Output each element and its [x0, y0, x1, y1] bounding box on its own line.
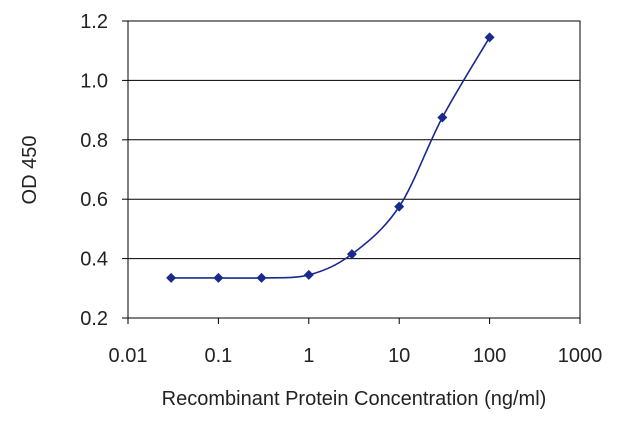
grid-lines: [128, 79, 580, 260]
plot-area: [127, 20, 581, 319]
data-point: [484, 32, 495, 43]
y-axis-label: OD 450: [19, 136, 41, 205]
y-tick-label: 0.6: [80, 189, 108, 211]
x-tick-label: 100: [473, 345, 506, 367]
x-tick-label: 10: [388, 345, 410, 367]
data-series: [166, 32, 495, 283]
data-point: [394, 201, 405, 212]
x-tick-label: 1: [303, 345, 314, 367]
data-point: [437, 112, 448, 123]
x-axis-ticks: 0.01 0.1 1 10 100 1000: [109, 318, 603, 367]
x-tick-label: 1000: [558, 345, 603, 367]
x-tick-label: 0.01: [109, 345, 148, 367]
y-tick-label: 1.2: [80, 11, 108, 33]
data-point: [213, 272, 224, 283]
data-point: [303, 269, 314, 280]
data-point: [256, 272, 267, 283]
data-point: [166, 272, 177, 283]
y-tick-label: 0.2: [80, 308, 108, 330]
x-tick-label: 0.1: [204, 345, 232, 367]
y-tick-label: 0.4: [80, 249, 108, 271]
data-point: [346, 249, 357, 260]
y-tick-label: 0.8: [80, 130, 108, 152]
y-axis-ticks: 0.2 0.4 0.6 0.8 1.0 1.2: [80, 11, 128, 330]
x-axis-label: Recombinant Protein Concentration (ng/ml…: [162, 388, 547, 410]
y-tick-label: 1.0: [80, 70, 108, 92]
